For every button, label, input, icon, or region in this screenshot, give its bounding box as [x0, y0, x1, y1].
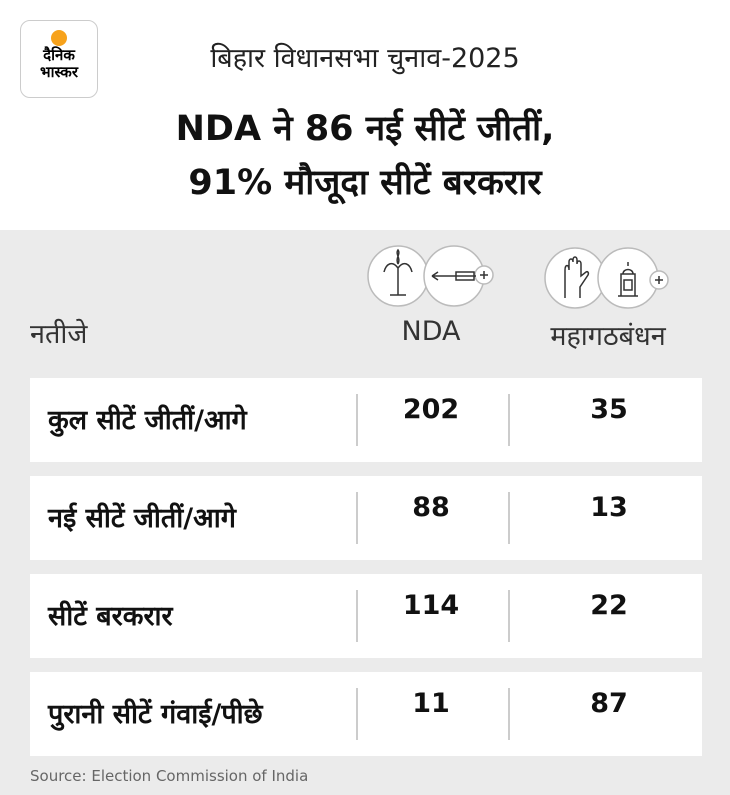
table-row: कुल सीटें जीतीं/आगे 202 35 — [30, 378, 702, 462]
row-label: सीटें बरकरार — [48, 601, 173, 632]
cell-value: 22 — [590, 590, 628, 621]
cell-value: 87 — [590, 688, 628, 719]
divider — [356, 688, 358, 740]
logo: दैनिक भास्कर — [20, 20, 98, 98]
divider — [508, 492, 510, 544]
source: Source: Election Commission of India — [30, 767, 309, 785]
cell-value: 88 — [412, 492, 450, 523]
divider — [508, 394, 510, 446]
divider — [508, 590, 510, 642]
cell-value: 35 — [590, 394, 628, 425]
row-label: नई सीटें जीतीं/आगे — [48, 503, 236, 534]
column-header: नतीजे — [30, 319, 88, 350]
cell-value: 114 — [402, 590, 460, 621]
divider — [356, 492, 358, 544]
title: 91% मौजूदा सीटें बरकरार — [188, 163, 542, 203]
cell-value: 202 — [402, 394, 460, 425]
divider — [508, 688, 510, 740]
logo-line: भास्कर — [40, 63, 78, 81]
row-label: पुरानी सीटें गंवाई/पीछे — [48, 699, 263, 730]
column-header: NDA — [401, 316, 461, 347]
divider — [356, 590, 358, 642]
party-icons — [367, 245, 669, 309]
table-row: नई सीटें जीतीं/आगे 88 13 — [30, 476, 702, 560]
table-row: सीटें बरकरार 114 22 — [30, 574, 702, 658]
divider — [356, 394, 358, 446]
logo-line: दैनिक — [43, 46, 75, 64]
table-row: पुरानी सीटें गंवाई/पीछे 11 87 — [30, 672, 702, 756]
kicker: बिहार विधानसभा चुनाव-2025 — [210, 43, 520, 74]
cell-value: 13 — [590, 492, 628, 523]
cell-value: 11 — [412, 688, 450, 719]
column-header: महागठबंधन — [550, 321, 666, 352]
title: NDA ने 86 नई सीटें जीतीं, — [175, 109, 555, 149]
row-label: कुल सीटें जीतीं/आगे — [48, 405, 247, 436]
